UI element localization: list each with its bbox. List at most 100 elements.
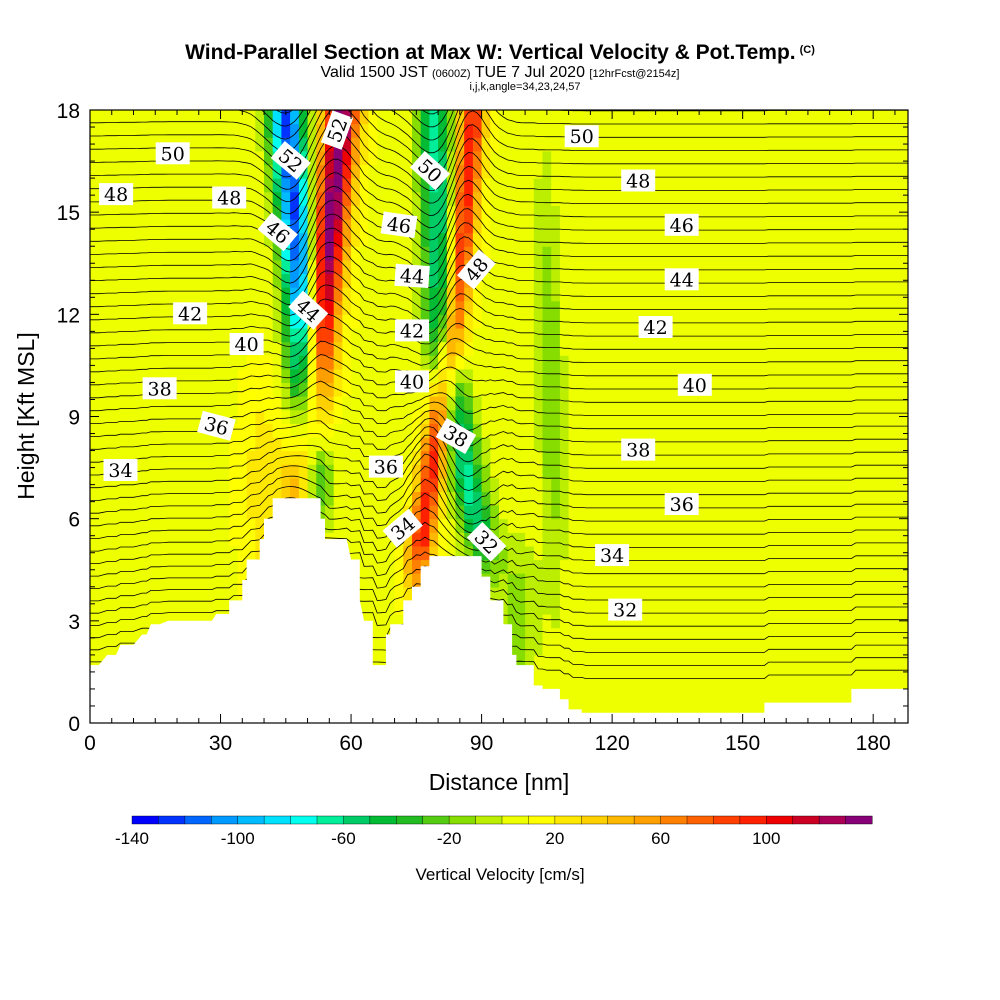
heatmap-cell <box>690 178 700 193</box>
heatmap-cell <box>855 110 866 125</box>
heatmap-cell <box>542 464 552 479</box>
heatmap-cell <box>594 559 604 574</box>
heatmap-cell <box>90 355 100 370</box>
heatmap-cell <box>586 477 596 492</box>
heatmap-cell <box>812 396 822 411</box>
heatmap-cell <box>690 123 700 138</box>
heatmap-cell <box>107 518 117 533</box>
contour-label-box <box>229 333 264 355</box>
heatmap-cell <box>864 259 874 274</box>
heatmap-cell <box>620 137 631 152</box>
heatmap-cell <box>786 668 796 683</box>
heatmap-cell <box>725 682 735 697</box>
heatmap-cell <box>716 409 726 424</box>
heatmap-cell <box>159 409 169 424</box>
heatmap-cell <box>786 532 796 547</box>
colorbar-swatch <box>422 815 450 825</box>
heatmap-cell <box>246 110 256 125</box>
heatmap-cell <box>133 328 143 343</box>
heatmap-cell <box>881 491 892 506</box>
heatmap-cell <box>681 191 691 206</box>
heatmap-cell <box>150 123 161 138</box>
heatmap-cell <box>98 573 108 588</box>
heatmap-cell <box>551 178 561 193</box>
heatmap-cell <box>847 273 857 288</box>
heatmap-cell <box>594 518 604 533</box>
contour-label: 48 <box>621 169 656 193</box>
heatmap-cell <box>116 505 126 520</box>
heatmap-cell <box>864 137 874 152</box>
heatmap-cell <box>751 246 761 261</box>
heatmap-cell <box>368 423 378 438</box>
heatmap-cell <box>873 491 883 506</box>
heatmap-cell <box>377 600 387 615</box>
heatmap-cell <box>290 314 300 329</box>
heatmap-cell <box>490 259 500 274</box>
heatmap-cell <box>742 287 752 302</box>
heatmap-cell <box>203 164 213 179</box>
heatmap-cell <box>586 150 596 166</box>
heatmap-cell <box>559 464 570 479</box>
heatmap-cell <box>646 409 657 424</box>
heatmap-cell <box>742 341 752 356</box>
heatmap-cell <box>821 436 831 452</box>
heatmap-cell <box>116 396 126 411</box>
heatmap-cell <box>751 328 761 343</box>
heatmap-cell <box>812 382 822 397</box>
heatmap-cell <box>681 341 691 356</box>
heatmap-cell <box>855 150 866 166</box>
heatmap-cell <box>325 287 335 302</box>
heatmap-cell <box>325 382 335 397</box>
heatmap-cell <box>429 123 439 138</box>
heatmap-cell <box>194 545 204 561</box>
heatmap-cell <box>281 409 291 424</box>
heatmap-cell <box>325 259 335 274</box>
heatmap-cell <box>760 396 770 411</box>
heatmap-cell <box>220 110 230 125</box>
heatmap-cell <box>620 614 631 629</box>
heatmap-cell <box>690 259 700 274</box>
heatmap-cell <box>281 328 291 343</box>
heatmap-cell <box>629 328 639 343</box>
heatmap-cell <box>264 368 274 383</box>
heatmap-cell <box>812 627 822 642</box>
contour-label-box <box>380 211 418 239</box>
heatmap-cell <box>490 409 500 424</box>
heatmap-cell <box>133 137 143 152</box>
theta-contour-line <box>90 110 908 179</box>
heatmap-cell <box>890 559 900 574</box>
heatmap-cell <box>333 477 343 492</box>
heatmap-cell <box>838 491 848 506</box>
heatmap-cell <box>768 668 779 683</box>
heatmap-cell <box>786 191 796 206</box>
heatmap-cell <box>777 614 787 629</box>
heatmap-cell <box>316 110 326 125</box>
heatmap-cell <box>203 477 213 492</box>
heatmap-cell <box>325 314 335 329</box>
heatmap-cell <box>325 368 335 383</box>
heatmap-cell <box>116 614 126 629</box>
heatmap-cell <box>490 178 500 193</box>
heatmap-cell <box>542 164 552 179</box>
heatmap-cell <box>351 205 361 220</box>
heatmap-cell <box>533 191 544 206</box>
contour-label-text: 36 <box>670 494 694 516</box>
heatmap-cell <box>472 232 483 247</box>
heatmap-cell <box>194 178 204 193</box>
heatmap-cell <box>211 436 222 452</box>
heatmap-cell <box>847 559 857 574</box>
heatmap-cell <box>307 110 317 125</box>
heatmap-cell <box>638 409 648 424</box>
heatmap-cell <box>777 382 787 397</box>
heatmap-cell <box>664 164 674 179</box>
heatmap-cell <box>821 682 831 697</box>
heatmap-cell <box>794 219 805 234</box>
heatmap-cell <box>203 586 213 601</box>
heatmap-cell <box>516 423 526 438</box>
heatmap-cell <box>298 409 309 424</box>
heatmap-cell <box>821 314 831 329</box>
heatmap-cell <box>281 396 291 411</box>
contour-label-box <box>270 140 311 180</box>
contour-label-box <box>394 263 430 289</box>
heatmap-cell <box>629 641 639 656</box>
